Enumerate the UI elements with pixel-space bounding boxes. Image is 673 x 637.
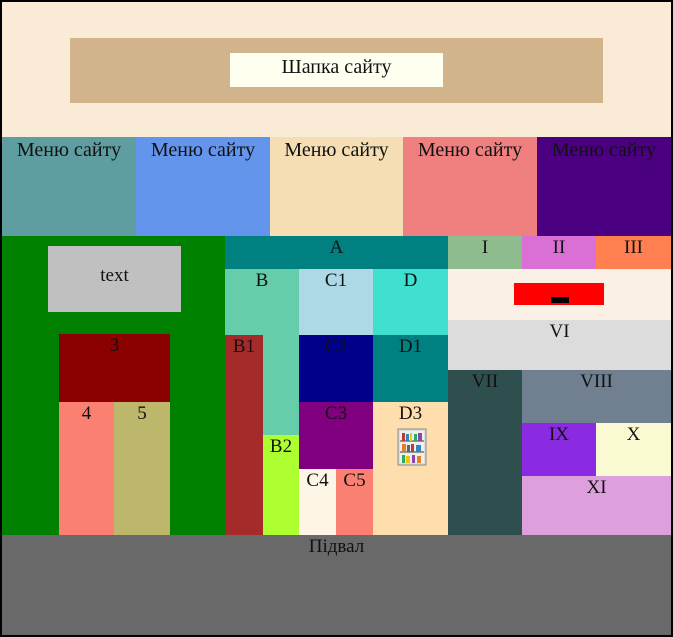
block-c1-label: C1 [324,270,348,291]
text-box: text [48,246,181,312]
bookshelf-icon [397,428,427,466]
block-b-extension [263,335,299,435]
block-i-label: I [481,237,489,258]
menu-item-label: Меню сайту [551,139,657,161]
block-b-label: B [255,270,269,291]
block-c5-label: C5 [343,470,366,491]
block-c4: C4 [299,469,336,535]
menu-item-label: Меню сайту [417,139,523,161]
menu-item-4[interactable]: Меню сайту [403,137,537,236]
block-vii: VII [448,370,522,535]
menu-item-3[interactable]: Меню сайту [270,137,403,236]
block-d1-label: D1 [398,336,423,357]
block-c4-label: C4 [306,470,329,491]
block-ix: IX [522,423,596,476]
block-4-label: 4 [81,403,92,424]
block-b: B [225,269,299,335]
block-x-label: X [626,424,641,445]
block-xi-label: XI [586,477,607,498]
block-3: 3 [59,334,170,402]
black-marker [551,297,569,303]
block-iii: III [596,236,671,269]
block-x: X [596,423,671,476]
menu-item-label: Меню сайту [16,139,122,161]
block-c1: C1 [299,269,373,335]
block-viii-label: VIII [580,371,613,392]
block-a: A [225,236,448,269]
block-ii: II [522,236,596,269]
site-footer: Підвал [2,535,671,635]
block-d3: D3 [373,402,448,535]
site-header-title: Шапка сайту [230,53,443,87]
block-d3-label: D3 [398,403,423,424]
block-b2-label: B2 [269,436,293,457]
block-ii-label: II [552,237,566,258]
block-3-label: 3 [109,335,120,356]
block-b1: B1 [225,335,263,535]
block-c2-label: C2 [324,336,348,357]
block-viii: VIII [522,370,671,423]
menu-item-2[interactable]: Меню сайту [136,137,270,236]
block-c3: C3 [299,402,373,469]
block-vi-label: VI [549,321,570,342]
block-b2: B2 [263,435,299,535]
block-ix-label: IX [548,424,570,445]
block-5-label: 5 [137,403,147,424]
block-4: 4 [59,402,114,535]
menu-item-1[interactable]: Меню сайту [2,137,136,236]
site-header: Шапка сайту [2,2,671,137]
block-iii-label: III [624,237,643,258]
block-c2: C2 [299,335,373,402]
block-vii-label: VII [471,371,499,392]
block-d-label: D [403,270,418,291]
footer-label: Підвал [308,536,365,557]
block-a-label: A [329,237,344,258]
block-c3-label: C3 [324,403,348,424]
block-xi: XI [522,476,671,535]
red-bar [514,283,604,305]
block-d1: D1 [373,335,448,402]
block-d: D [373,269,448,335]
block-i: I [448,236,522,269]
menu-item-5[interactable]: Меню сайту [537,137,671,236]
block-vi: VI [448,320,671,370]
block-iv-v [448,269,671,320]
menu-item-label: Меню сайту [150,139,256,161]
block-b1-label: B1 [232,336,256,357]
menu-item-label: Меню сайту [284,139,389,161]
block-5: 5 [114,402,170,535]
block-c5: C5 [336,469,373,535]
